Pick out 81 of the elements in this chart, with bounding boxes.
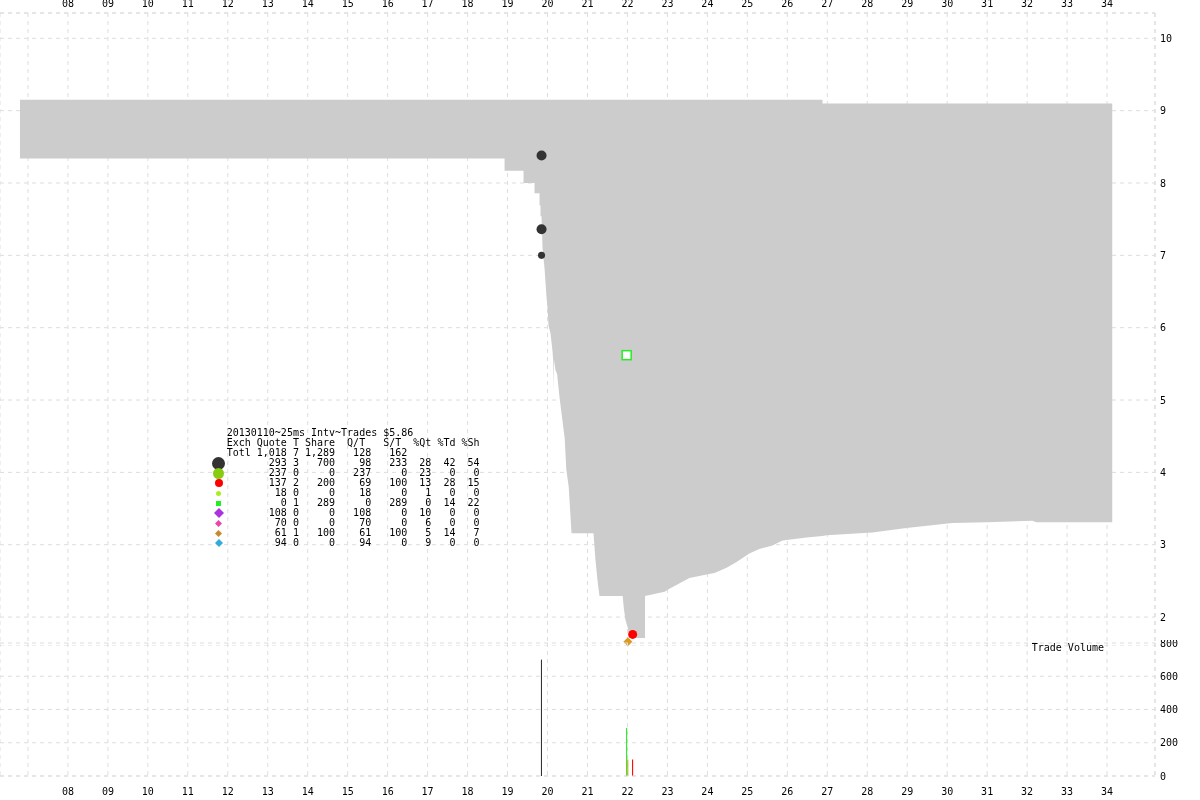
x-tick-label: 16 bbox=[381, 0, 394, 9]
x-tick-label: 27 bbox=[821, 0, 834, 9]
x-tick-label: 26 bbox=[781, 0, 794, 9]
y-tick-label: 3 bbox=[1160, 539, 1167, 551]
x-tick-label: 14 bbox=[301, 0, 314, 9]
x-tick-label: 30 bbox=[941, 786, 954, 798]
x-tick-label: 26 bbox=[781, 786, 794, 798]
x-tick-label: 21 bbox=[581, 786, 594, 798]
y-tick-label: 200 bbox=[1160, 737, 1179, 749]
annotation: 137 2 200 69 100 13 28 15 bbox=[268, 477, 480, 488]
x-tick-label: 22 bbox=[621, 0, 634, 9]
x-tick-label: 33 bbox=[1061, 0, 1074, 9]
annotation: 293 3 700 98 233 28 42 54 bbox=[268, 457, 480, 468]
annotation: 108 0 0 108 0 10 0 0 bbox=[268, 507, 480, 518]
x-tick-label: 24 bbox=[701, 0, 714, 9]
x-tick-label: 31 bbox=[981, 0, 994, 9]
annotation: 237 0 0 237 0 23 0 0 bbox=[268, 467, 480, 478]
y-tick-label: 400 bbox=[1160, 704, 1179, 716]
x-tick-label: 15 bbox=[341, 786, 354, 798]
x-tick-label: 29 bbox=[901, 0, 914, 9]
y-tick-label: 4 bbox=[1160, 466, 1167, 478]
x-tick-label: 10 bbox=[141, 0, 154, 9]
x-tick-label: 32 bbox=[1021, 786, 1034, 798]
x-tick-label: 28 bbox=[861, 0, 874, 9]
annotation: Totl 1,018 7 1,289 128 162 bbox=[226, 447, 408, 458]
y-tick-label: 10 bbox=[1160, 32, 1173, 44]
annotation: 94 0 0 94 0 9 0 0 bbox=[274, 537, 480, 548]
x-tick-label: 28 bbox=[861, 786, 874, 798]
x-tick-label: 14 bbox=[301, 786, 314, 798]
x-tick-label: 13 bbox=[261, 0, 274, 9]
x-tick-label: 22 bbox=[621, 786, 634, 798]
annotation: Exch Quote T Share Q/T S/T %Qt %Td %Sh bbox=[226, 437, 480, 448]
y-tick-label: 8 bbox=[1160, 177, 1167, 189]
x-tick-label: 11 bbox=[181, 786, 194, 798]
x-tick-label: 31 bbox=[981, 786, 994, 798]
x-tick-label: 18 bbox=[461, 786, 474, 798]
x-tick-label: 13 bbox=[261, 786, 274, 798]
x-tick-label: 34 bbox=[1101, 786, 1114, 798]
y-tick-label: 600 bbox=[1160, 670, 1179, 682]
y-tick-label: 6 bbox=[1160, 322, 1167, 334]
annotation: 70 0 0 70 0 6 0 0 bbox=[274, 517, 480, 528]
y-tick-label: 7 bbox=[1160, 249, 1167, 261]
x-tick-label: 12 bbox=[221, 786, 234, 798]
x-tick-label: 16 bbox=[381, 786, 394, 798]
y-tick-label: 5 bbox=[1160, 394, 1167, 406]
x-tick-label: 17 bbox=[421, 786, 434, 798]
x-tick-label: 34 bbox=[1101, 0, 1114, 9]
x-tick-label: 20 bbox=[541, 0, 554, 9]
x-tick-label: 23 bbox=[661, 0, 674, 9]
x-tick-label: 25 bbox=[741, 0, 754, 9]
y-tick-label: 9 bbox=[1160, 105, 1167, 117]
x-tick-label: 29 bbox=[901, 786, 914, 798]
annotation: 0 1 289 0 289 0 14 22 bbox=[280, 497, 480, 508]
y-tick-label: 2 bbox=[1160, 611, 1167, 623]
x-tick-label: 20 bbox=[541, 786, 554, 798]
x-tick-label: 30 bbox=[941, 0, 954, 9]
x-tick-label: 23 bbox=[661, 786, 674, 798]
x-tick-label: 18 bbox=[461, 0, 474, 9]
x-tick-label: 32 bbox=[1021, 0, 1034, 9]
annotation: 18 0 0 18 0 1 0 0 bbox=[274, 487, 480, 498]
x-tick-label: 12 bbox=[221, 0, 234, 9]
chart-title: Trade Volume bbox=[1031, 642, 1104, 653]
x-tick-label: 24 bbox=[701, 786, 714, 798]
x-tick-label: 27 bbox=[821, 786, 834, 798]
x-tick-label: 11 bbox=[181, 0, 194, 9]
x-tick-label: 19 bbox=[501, 786, 514, 798]
annotation: 20130110~25ms Intv~Trades $5.86 bbox=[226, 427, 414, 438]
x-tick-label: 19 bbox=[501, 0, 514, 9]
x-tick-label: 21 bbox=[581, 0, 594, 9]
y-tick-label: 0 bbox=[1160, 770, 1167, 782]
x-tick-label: 09 bbox=[101, 786, 114, 798]
annotation: 61 1 100 61 100 5 14 7 bbox=[274, 527, 480, 538]
x-tick-label: 25 bbox=[741, 786, 754, 798]
x-tick-label: 08 bbox=[61, 0, 74, 9]
x-tick-label: 15 bbox=[341, 0, 354, 9]
y-tick-label: 800 bbox=[1160, 637, 1179, 649]
x-tick-label: 17 bbox=[421, 0, 434, 9]
x-tick-label: 10 bbox=[141, 786, 154, 798]
x-tick-label: 09 bbox=[101, 0, 114, 9]
x-tick-label: 33 bbox=[1061, 786, 1074, 798]
x-tick-label: 08 bbox=[61, 786, 74, 798]
